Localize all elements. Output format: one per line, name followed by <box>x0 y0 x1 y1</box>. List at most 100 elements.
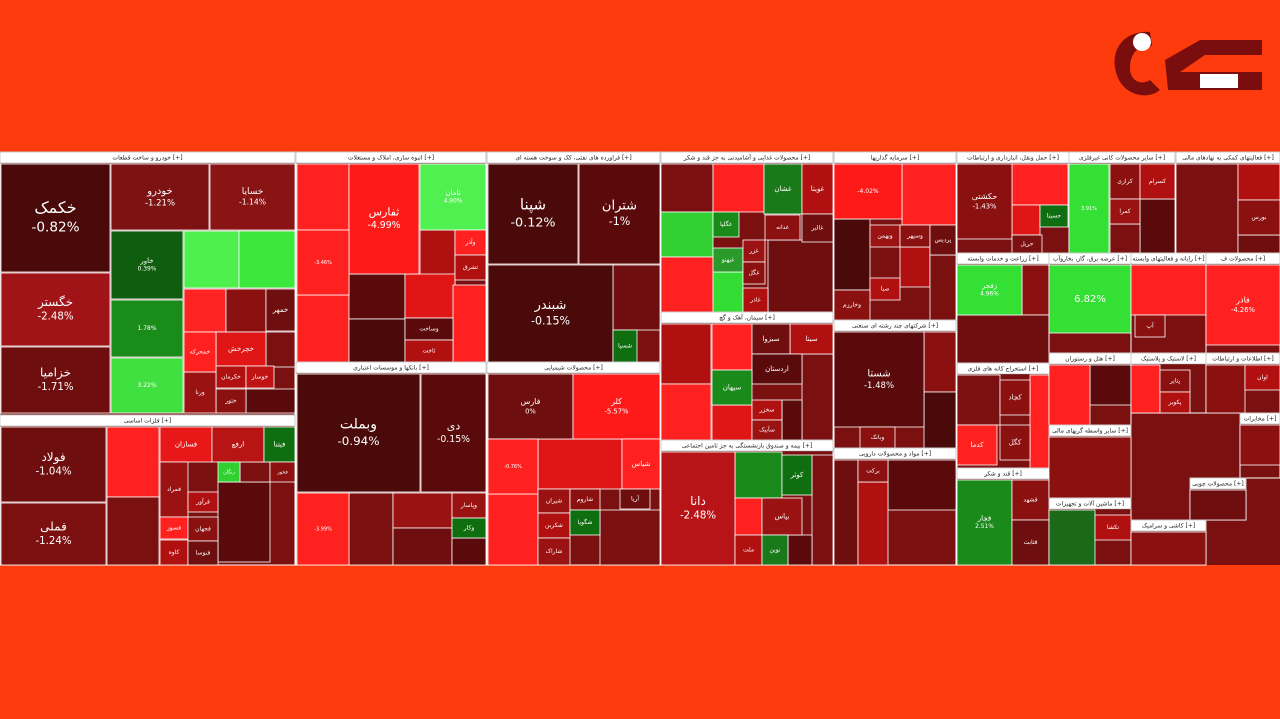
tile-block <box>183 288 227 333</box>
stock-tile <box>1011 519 1050 566</box>
stock-change: -2.48% <box>37 312 73 323</box>
stock-tile <box>999 379 1031 416</box>
tile-block <box>923 391 957 449</box>
stock-symbol: وکار <box>463 525 475 532</box>
stock-symbol: غبهنو <box>721 257 735 264</box>
stock-symbol: وسپهر <box>906 233 923 240</box>
stock-symbol: ثشرق <box>463 264 478 271</box>
stock-symbol: فرآور <box>195 497 210 506</box>
sector-title: بانکها و موسسات اعتباری [+] <box>353 365 429 372</box>
stock-symbol: برکت <box>866 468 880 475</box>
stock-tile <box>187 516 219 542</box>
stock-tile <box>956 264 1023 316</box>
stock-change: -1.48% <box>864 381 894 391</box>
sector-header <box>486 151 661 164</box>
sector-header <box>1130 519 1207 532</box>
stock-symbol: وبملت <box>340 417 377 433</box>
tile-block <box>239 461 271 483</box>
stock-symbol: آپ <box>1146 321 1154 330</box>
stock-tile <box>1139 163 1176 200</box>
stock-tile <box>215 388 247 414</box>
stock-tile <box>833 331 925 428</box>
sector-title: هتل و رستوران [+] <box>1065 356 1115 363</box>
tile-block <box>612 264 661 331</box>
stock-change: -1.04% <box>35 467 71 478</box>
stock-symbol: خکرمان <box>221 374 241 381</box>
stock-symbol: شسپا <box>618 343 632 350</box>
stock-tile <box>801 213 834 243</box>
stock-symbol: فملی <box>40 519 67 533</box>
stock-symbol: خگستر <box>37 295 73 310</box>
stock-symbol: وخارزم <box>843 302 861 309</box>
stock-symbol: فیتنا <box>274 441 286 449</box>
tile-block <box>1048 436 1132 499</box>
sector-title: مواد و محصولات دارویی [+] <box>859 451 931 458</box>
stock-tile <box>187 540 219 566</box>
stock-tile <box>712 211 740 238</box>
stock-symbol: کچاد <box>1008 394 1022 402</box>
stock-symbol: حکشتی <box>972 192 998 201</box>
tile-block <box>1130 364 1161 414</box>
stock-symbol: ختور <box>224 398 237 405</box>
sector-header <box>660 151 834 164</box>
stock-tile <box>1048 264 1132 334</box>
sector-title: سایر محصولات کانی غیرفلزی [+] <box>1079 155 1165 162</box>
stock-symbol: پکویر <box>1167 399 1181 406</box>
stock-tile <box>296 229 350 296</box>
tile-block <box>660 256 714 313</box>
sector-title: سایر واسطه گریهای مالی [+] <box>1052 427 1128 435</box>
stock-change: -4.99% <box>367 220 400 231</box>
stock-symbol: قچار <box>977 514 991 522</box>
tile-block <box>1089 364 1132 406</box>
stock-tile <box>761 534 789 566</box>
sector-header <box>1048 497 1132 510</box>
stock-change: 2.51% <box>975 523 994 530</box>
stock-symbol: سخزر <box>758 407 774 414</box>
sector: بانکها و موسسات اعتباری [+] وبملت-0.94% دی… <box>295 361 487 566</box>
sector-title: سیمان، آهک و گچ [+] <box>719 313 775 322</box>
stock-change: -4.26% <box>1231 306 1256 314</box>
stock-symbol: حریل <box>1020 241 1034 248</box>
stock-tile <box>1011 479 1050 521</box>
tile-block <box>1175 163 1239 254</box>
stock-symbol: کدما <box>971 441 985 449</box>
stock-change: -5.57% <box>604 407 629 415</box>
stock-change: -1.24% <box>35 536 71 547</box>
stock-tile <box>742 261 766 285</box>
stock-tile <box>215 331 267 367</box>
sector-title: زراعت و خدمات وابسته [+] <box>967 256 1038 263</box>
tile-block <box>899 246 931 288</box>
stock-symbol: فولاد <box>41 450 65 465</box>
stock-symbol: شگویا <box>578 518 593 526</box>
tile-block <box>801 353 834 441</box>
sector: استخراج کانه های فلزی [+] کچاد کگل کدما <box>956 362 1050 469</box>
stock-tile <box>1039 204 1069 228</box>
stock-symbol: خاور <box>139 257 153 265</box>
tile-block <box>734 497 763 536</box>
tile-block <box>1011 204 1041 236</box>
stock-symbol: غشان <box>774 185 792 193</box>
stock-symbol: اردستان <box>765 365 789 373</box>
stock-symbol: وبهمن <box>877 233 892 240</box>
stock-symbol: شپاس <box>632 460 651 468</box>
sector: مواد و محصولات دارویی [+] برکت <box>833 447 957 566</box>
tile-block <box>1048 364 1091 426</box>
stock-change: -3.46% <box>314 260 332 266</box>
sector: لاستیک و پلاستیک [+] پتایر پکویر <box>1130 352 1207 414</box>
stock-tile <box>159 539 189 566</box>
tile-block <box>734 451 783 499</box>
sector: خودرو و ساخت قطعات [+] خکمک -0.82% خگستر -2.… <box>0 151 296 416</box>
stock-symbol: خکمک <box>34 198 76 217</box>
heatmap: خودرو و ساخت قطعات [+] خکمک -0.82% خگستر -2.… <box>0 151 1280 566</box>
stock-tile <box>110 230 184 300</box>
stock-symbol: فمراد <box>167 486 181 493</box>
stock-change: -1.14% <box>239 197 266 206</box>
sector: محصولات چوبی [+] <box>1189 477 1247 521</box>
stock-symbol: شیران <box>546 498 562 505</box>
tile-block <box>217 481 271 563</box>
sector-title: قند و شکر [+] <box>983 471 1022 478</box>
tile-block <box>392 527 453 566</box>
stock-tile <box>572 373 661 440</box>
